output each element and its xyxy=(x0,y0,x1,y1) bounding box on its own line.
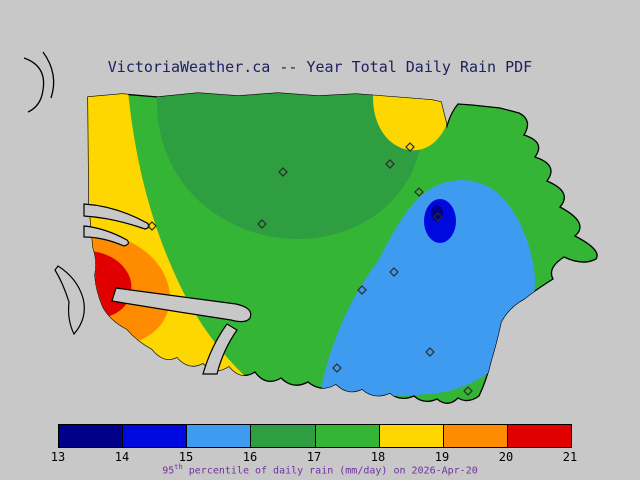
colorbar-segment-19-20 xyxy=(443,425,508,447)
colorbar-tick-21: 21 xyxy=(562,450,578,464)
colorbar-segment-16-17 xyxy=(251,425,316,447)
station-marker xyxy=(405,142,415,152)
chart-title: VictoriaWeather.ca -- Year Total Daily R… xyxy=(107,58,533,76)
colorbar-ticks: 13 14 15 16 17 18 19 20 21 xyxy=(51,450,577,464)
station-marker xyxy=(463,386,473,396)
dark-blue-region xyxy=(424,199,456,243)
colorbar-tick-20: 20 xyxy=(498,450,514,464)
dark-green-region xyxy=(156,93,429,239)
station-marker xyxy=(357,285,367,295)
colorbar-tick-16: 16 xyxy=(242,450,258,464)
colorbar-segment-14-15 xyxy=(123,425,188,447)
colorbar-segment-18-19 xyxy=(379,425,444,447)
caption-prefix: 95 xyxy=(162,465,175,477)
station-marker xyxy=(389,267,399,277)
corner-coastline-arc-1 xyxy=(23,57,45,113)
colorbar-segment-17-18 xyxy=(315,425,380,447)
station-marker xyxy=(433,212,443,222)
caption-text: percentile of daily rain (mm/day) on 202… xyxy=(182,465,478,477)
colorbar-tick-19: 19 xyxy=(434,450,450,464)
colorbar-caption: 95th percentile of daily rain (mm/day) o… xyxy=(0,463,640,476)
station-marker xyxy=(332,363,342,373)
station-marker xyxy=(278,167,288,177)
colorbar-tick-14: 14 xyxy=(114,450,130,464)
caption-superscript: th xyxy=(174,463,183,471)
yellow-region-northeast xyxy=(373,93,454,151)
colorbar-tick-18: 18 xyxy=(370,450,386,464)
colorbar-tick-13: 13 xyxy=(50,450,66,464)
west-coast-spit xyxy=(54,265,85,336)
light-blue-region xyxy=(321,180,535,397)
colorbar-segment-20-21 xyxy=(507,425,571,447)
bay-cut xyxy=(202,323,238,375)
colorbar-tick-15: 15 xyxy=(178,450,194,464)
corner-coastline-arc-2 xyxy=(42,51,55,99)
colorbar-tick-17: 17 xyxy=(306,450,322,464)
colorbar-segment-13-14 xyxy=(59,425,124,447)
contour-fills xyxy=(88,93,535,400)
station-marker xyxy=(385,159,395,169)
harbour-inlet-south xyxy=(83,225,130,247)
colorbar xyxy=(58,424,572,448)
station-marker xyxy=(257,219,267,229)
inlet-channel xyxy=(111,287,252,323)
colorbar-segment-15-16 xyxy=(187,425,252,447)
station-marker xyxy=(414,187,424,197)
station-marker xyxy=(147,221,157,231)
station-marker xyxy=(425,347,435,357)
station-markers xyxy=(147,142,473,396)
